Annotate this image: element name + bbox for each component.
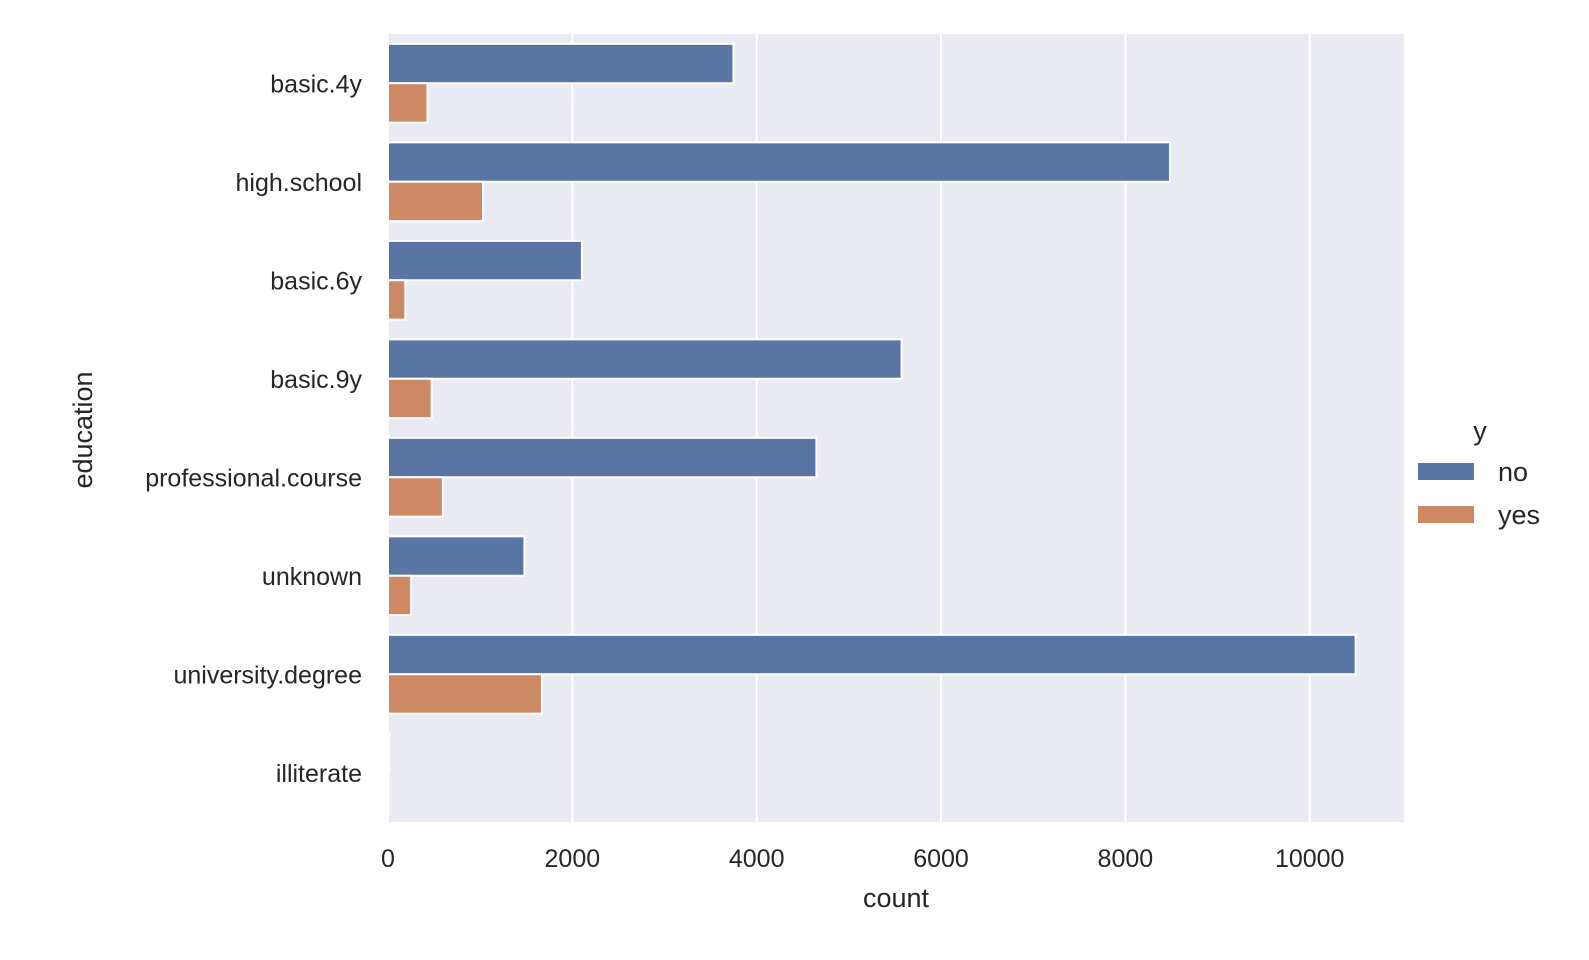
y-axis-label: education bbox=[68, 371, 98, 488]
bar-no-high-school bbox=[387, 141, 1171, 183]
legend-label-no: no bbox=[1498, 457, 1528, 487]
legend: y no yes bbox=[1418, 416, 1540, 530]
legend-swatch-yes bbox=[1418, 506, 1474, 523]
bar-yes-basic-4y bbox=[387, 82, 429, 124]
x-tick-label: 8000 bbox=[1098, 845, 1154, 873]
y-tick-label: professional.course bbox=[145, 464, 362, 492]
bar-no-basic-6y bbox=[387, 239, 583, 282]
x-tick-label: 4000 bbox=[729, 845, 785, 873]
y-tick-label: high.school bbox=[236, 169, 362, 197]
y-tick-label: basic.4y bbox=[270, 70, 362, 98]
y-tick-label: basic.9y bbox=[270, 366, 362, 394]
legend-swatch-no bbox=[1418, 463, 1474, 480]
x-tick-label: 6000 bbox=[913, 845, 969, 873]
y-tick-label: basic.6y bbox=[270, 267, 362, 295]
bar-no-illiterate bbox=[387, 732, 391, 774]
bar-yes-professional-course bbox=[387, 476, 444, 518]
x-tick-label: 10000 bbox=[1275, 845, 1345, 873]
x-tick-label: 0 bbox=[381, 845, 395, 873]
bar-yes-university-degree bbox=[387, 673, 543, 715]
bar-yes-basic-9y bbox=[387, 377, 433, 420]
x-tick-label: 2000 bbox=[545, 845, 601, 873]
legend-title: y bbox=[1473, 416, 1487, 446]
y-tick-label: illiterate bbox=[276, 760, 362, 788]
bar-no-unknown bbox=[387, 535, 526, 577]
bar-no-basic-9y bbox=[387, 338, 903, 380]
bar-yes-high-school bbox=[387, 180, 485, 223]
x-axis-label: count bbox=[863, 883, 930, 913]
bar-no-professional-course bbox=[387, 436, 818, 479]
y-tick-label: unknown bbox=[262, 563, 362, 591]
y-tick-label: university.degree bbox=[173, 661, 362, 689]
bar-no-basic-4y bbox=[387, 42, 735, 85]
bar-yes-basic-6y bbox=[387, 279, 407, 321]
bar-no-university-degree bbox=[387, 633, 1357, 676]
bar-yes-unknown bbox=[387, 574, 413, 617]
legend-label-yes: yes bbox=[1498, 500, 1540, 530]
